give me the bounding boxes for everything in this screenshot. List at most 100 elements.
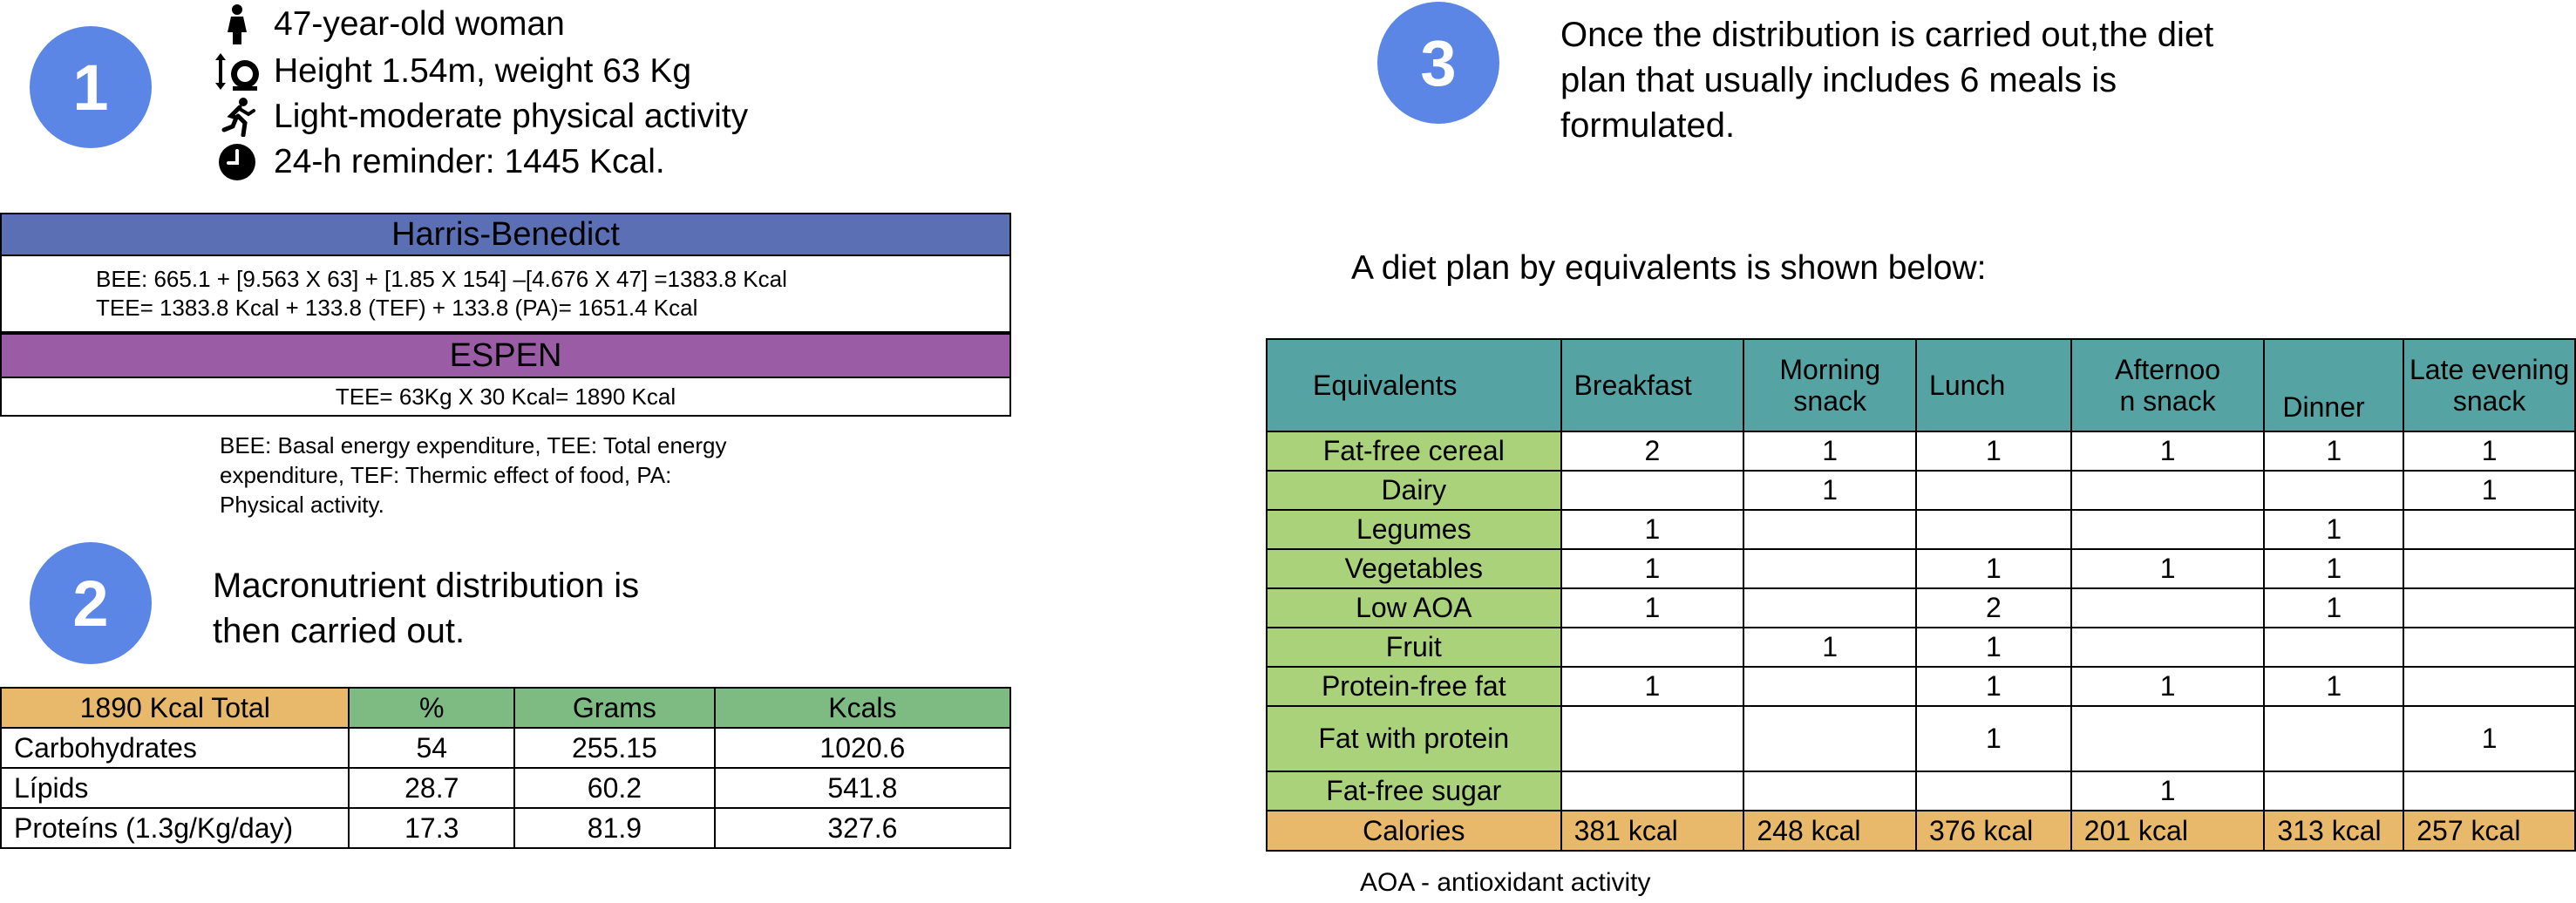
step-3-circle: 3 [1377,2,1499,124]
header-line: n snack [2119,385,2216,417]
macro-cell: 17.3 [348,807,516,849]
diet-cell [2263,470,2405,511]
diet-cell: 2 [1915,587,2072,628]
step-1-circle: 1 [30,26,152,148]
height-weight-icon [209,51,265,92]
diet-plan-intro: A diet plan by equivalents is shown belo… [1351,249,1987,287]
diet-header-late-evening-snack: Late evening snack [2403,338,2576,432]
diet-cell [2403,771,2576,811]
diet-cell [1743,587,1918,628]
profile-anthro: Height 1.54m, weight 63 Kg [209,49,691,94]
diet-row: Vegetables 1 1 1 1 [1266,548,2576,589]
diet-cell [1560,627,1745,668]
diet-header-equivalents: Equivalents [1266,338,1562,432]
diet-cell [2403,587,2576,628]
calorie-cell: 201 kcal [2070,810,2266,852]
profile-anthro-text: Height 1.54m, weight 63 Kg [274,52,692,90]
diet-cell [2070,705,2266,772]
macro-cell: Lípids [0,767,350,809]
calorie-cell: 248 kcal [1743,810,1918,852]
diet-cell [2263,705,2405,772]
header-line: Late evening [2409,354,2570,385]
diet-row-label: Legumes [1266,509,1562,550]
macro-header-cell: % [348,687,516,729]
diet-cell: 1 [2263,666,2405,707]
step-number: 1 [72,51,109,124]
harris-benedict-body: BEE: 665.1 + [9.563 X 63] + [1.85 X 154]… [0,256,1011,333]
macro-caption: Macronutrient distribution is then carri… [213,563,639,654]
diet-cell: 1 [1915,705,2072,772]
diet-row-label: Dairy [1266,470,1562,511]
diet-cell [1560,470,1745,511]
macro-header-row: 1890 Kcal Total % Grams Kcals [0,687,1012,729]
diet-header-breakfast: Breakfast [1560,338,1745,432]
diet-cell: 1 [2263,509,2405,550]
diet-cell [2403,548,2576,589]
macro-header-cell: Kcals [713,687,1012,729]
diet-plan-table: Equivalents Breakfast Morning snack Lunch… [1266,338,2576,852]
macro-cell: 28.7 [348,767,516,809]
diet-cell [1743,548,1918,589]
diet-row-label: Fruit [1266,627,1562,668]
diet-cell: 1 [1915,627,2072,668]
macro-row: Proteíns (1.3g/Kg/day) 17.3 81.9 327.6 [0,807,1012,849]
diet-cell: 1 [1560,548,1745,589]
profile-activity-text: Light-moderate physical activity [274,98,749,135]
step-2-circle: 2 [30,542,152,664]
espen-title: ESPEN [449,336,562,374]
step-number: 2 [72,567,109,640]
diet-cell [1743,509,1918,550]
diet-cell: 1 [2263,587,2405,628]
aoa-footnote: AOA - antioxidant activity [1360,868,1651,897]
diet-row: Low AOA 1 2 1 [1266,587,2576,628]
plan-caption-line: formulated. [1560,106,1736,145]
diet-cell: 1 [2403,470,2576,511]
diet-row-label: Low AOA [1266,587,1562,628]
diet-cell: 1 [1560,509,1745,550]
diet-cell: 1 [2070,431,2266,472]
macro-cell: 81.9 [513,807,716,849]
diet-row: Fat-free sugar 1 [1266,771,2576,811]
abbrev-line: expenditure, TEF: Thermic effect of food… [220,462,672,488]
diet-cell [2403,627,2576,668]
diet-row: Fat with protein 1 1 [1266,705,2576,772]
macro-cell: 60.2 [513,767,716,809]
abbrev-line: Physical activity. [220,492,384,518]
diet-cell: 1 [2263,431,2405,472]
diet-cell: 1 [2403,431,2576,472]
diet-cell: 1 [2070,771,2266,811]
diet-header-row: Equivalents Breakfast Morning snack Lunch… [1266,338,2576,432]
diet-header-morning-snack: Morning snack [1743,338,1918,432]
calorie-cell: 376 kcal [1915,810,2072,852]
macro-cell: Carbohydrates [0,727,350,769]
espen-body: TEE= 63Kg X 30 Kcal= 1890 Kcal [0,378,1011,417]
diet-row-label: Fat-free sugar [1266,771,1562,811]
tee-formula: TEE= 1383.8 Kcal + 133.8 (TEF) + 133.8 (… [96,295,698,321]
plan-caption-line: plan that usually includes 6 meals is [1560,61,2117,99]
diet-cell: 1 [2070,548,2266,589]
diet-cell: 1 [1743,431,1918,472]
profile-reminder-text: 24-h reminder: 1445 Kcal. [274,143,665,180]
diet-row: Fat-free cereal 2 1 1 1 1 1 [1266,431,2576,472]
diet-cell [1743,771,1918,811]
macro-cell: 541.8 [713,767,1012,809]
diet-header-afternoon-snack: Afternoo n snack [2070,338,2266,432]
diet-row: Fruit 1 1 [1266,627,2576,668]
diet-row-label: Calories [1266,810,1562,852]
macro-cell: Proteíns (1.3g/Kg/day) [0,807,350,849]
plan-caption: Once the distribution is carried out,the… [1560,12,2213,148]
diet-cell: 2 [1560,431,1745,472]
abbreviations-note: BEE: Basal energy expenditure, TEE: Tota… [220,431,812,519]
diet-calories-row: Calories 381 kcal 248 kcal 376 kcal 201 … [1266,810,2576,852]
diet-cell [1915,771,2072,811]
diet-cell: 1 [1743,470,1918,511]
diet-cell [2263,627,2405,668]
macronutrient-table: 1890 Kcal Total % Grams Kcals Carbohydra… [0,687,1012,849]
diet-row-label: Fat-free cereal [1266,431,1562,472]
header-line: Afternoo [2115,354,2221,385]
calorie-cell: 381 kcal [1560,810,1745,852]
header-line: Morning [1779,354,1880,385]
woman-icon [209,4,265,44]
diet-cell [2070,587,2266,628]
diet-header-dinner: Dinner [2263,338,2405,432]
